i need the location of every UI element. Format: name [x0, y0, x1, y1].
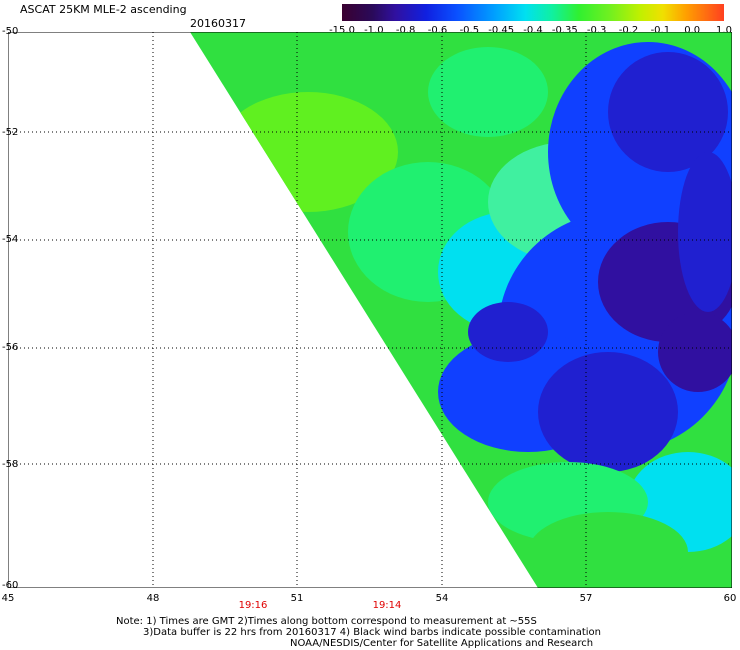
lat-tick-label: -52: [2, 127, 19, 138]
graticule: [8, 32, 732, 588]
colorbar-tick-label: -1.0: [364, 25, 384, 36]
lon-tick-label: 60: [723, 593, 737, 604]
note-line-2: 3)Data buffer is 22 hrs from 20160317 4)…: [143, 627, 601, 638]
time-label: 19:16: [238, 600, 268, 611]
image-title: ASCAT 25KM MLE-2 ascending: [20, 3, 187, 16]
lon-tick-label: 57: [579, 593, 593, 604]
colorbar-tick-label: -0.5: [459, 25, 480, 36]
colorbar-tick-label: -0.2: [618, 25, 639, 36]
colorbar: [342, 4, 724, 21]
colorbar-tick-label: -0.1: [650, 25, 671, 36]
time-label: 19:14: [372, 600, 402, 611]
lon-tick-label: 48: [146, 593, 160, 604]
colorbar-tick-label: 0.0: [684, 25, 701, 36]
colorbar-tick-label: -0.8: [395, 25, 416, 36]
image-date: 20160317: [190, 17, 246, 30]
colorbar-tick-label: 1.0: [716, 25, 732, 36]
colorbar-tick-label: -0.6: [427, 25, 448, 36]
lat-tick-label: -50: [2, 26, 19, 37]
lon-tick-label: 54: [435, 593, 449, 604]
wind-field: [190, 32, 732, 588]
lat-tick-label: -54: [2, 234, 19, 245]
colorbar-tick-label: -0.3: [586, 25, 607, 36]
colorbar-tick-label: -15.0: [329, 25, 355, 36]
lat-tick-label: -58: [2, 459, 19, 470]
colorbar-tick-label: -0.4: [523, 25, 543, 36]
lat-tick-label: -60: [2, 580, 19, 591]
lon-tick-label: 51: [290, 593, 304, 604]
colorbar-tick-label: -0.35: [551, 25, 578, 36]
lon-tick-label: 45: [1, 593, 15, 604]
colorbar-tick-label: -0.45: [488, 25, 515, 36]
note-line-3: NOAA/NESDIS/Center for Satellite Applica…: [290, 638, 594, 649]
lat-tick-label: -56: [2, 342, 19, 353]
note-line-1: Note: 1) Times are GMT 2)Times along bot…: [116, 616, 537, 627]
map-plot: [8, 32, 732, 588]
